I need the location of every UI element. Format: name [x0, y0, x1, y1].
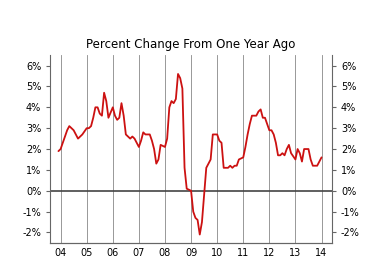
Title: Percent Change From One Year Ago: Percent Change From One Year Ago [86, 38, 296, 51]
